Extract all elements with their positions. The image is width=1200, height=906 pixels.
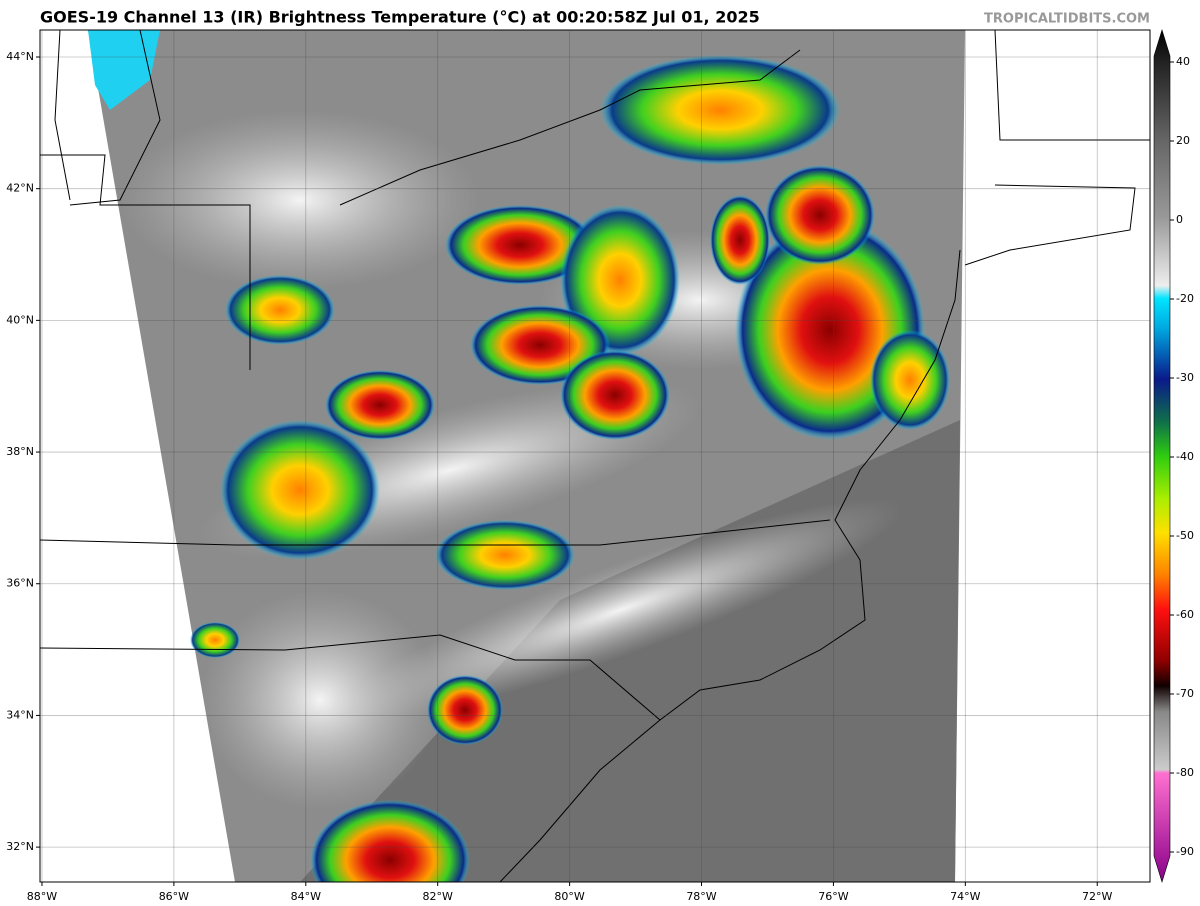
- colorbar-tick-label: -70: [1176, 687, 1194, 700]
- y-tick-label: 34°N: [6, 708, 34, 721]
- y-tick-label: 40°N: [6, 313, 34, 326]
- colorbar-tick-label: 40: [1176, 55, 1190, 68]
- colorbar-tick-label: -30: [1176, 371, 1194, 384]
- colorbar: [1153, 28, 1171, 884]
- colorbar-tick-label: -60: [1176, 608, 1194, 621]
- y-tick-label: 42°N: [6, 182, 34, 195]
- credit: TROPICALTIDBITS.COM: [984, 12, 1150, 27]
- colorbar-tick-label: -80: [1176, 766, 1194, 779]
- y-tick-label: 32°N: [6, 840, 34, 853]
- x-tick-label: 84°W: [291, 890, 321, 903]
- map-title: GOES-19 Channel 13 (IR) Brightness Tempe…: [40, 8, 760, 27]
- axes: 88°W 86°W 84°W 82°W 80°W 78°W 76°W 74°W 72°W 32°N…: [6, 30, 1194, 903]
- x-tick-label: 88°W: [27, 890, 57, 903]
- x-tick-label: 74°W: [950, 890, 980, 903]
- y-tick-label: 38°N: [6, 445, 34, 458]
- plot-frame: [39, 29, 1151, 883]
- x-tick-label: 86°W: [159, 890, 189, 903]
- y-tick-label: 36°N: [6, 577, 34, 590]
- x-tick-label: 72°W: [1082, 890, 1112, 903]
- imagery: [40, 30, 1150, 882]
- x-tick-label: 80°W: [554, 890, 584, 903]
- x-tick-label: 76°W: [818, 890, 848, 903]
- colorbar-tick-label: 0: [1176, 213, 1183, 226]
- y-tick-label: 44°N: [6, 50, 34, 63]
- colorbar-tick-label: -50: [1176, 529, 1194, 542]
- x-tick-label: 78°W: [686, 890, 716, 903]
- x-tick-label: 82°W: [423, 890, 453, 903]
- colorbar-tick-label: -20: [1176, 292, 1194, 305]
- colorbar-tick-label: -90: [1176, 845, 1194, 858]
- colorbar-tick-label: -40: [1176, 450, 1194, 463]
- colorbar-tick-label: 20: [1176, 134, 1190, 147]
